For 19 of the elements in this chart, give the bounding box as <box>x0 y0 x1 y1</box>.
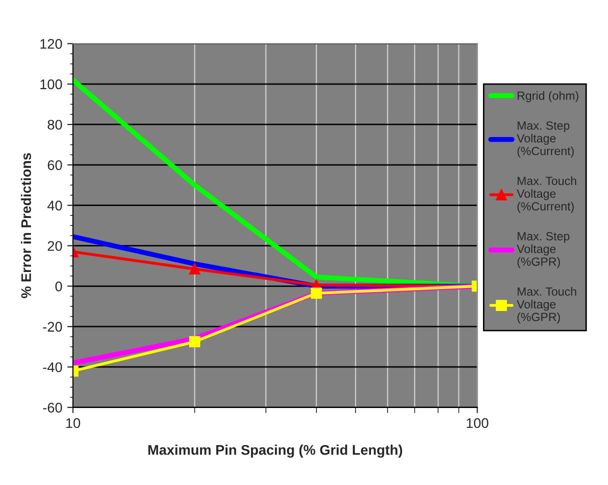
legend-label: Rgrid (ohm) <box>518 91 578 102</box>
y-tick-label: 80 <box>48 120 62 130</box>
x-axis-title: Maximum Pin Spacing (% Grid Length) <box>148 444 402 458</box>
y-tick-label: 120 <box>40 38 62 49</box>
y-tick-label: -20 <box>43 322 62 332</box>
legend-label: Max. Touch Voltage (%GPR) <box>516 287 576 324</box>
y-axis-title: % Error in Predictions <box>20 153 32 298</box>
y-tick-label: -60 <box>43 402 62 413</box>
legend-label: Max. Step Voltage (%GPR) <box>516 232 570 268</box>
x-tick-label: 10 <box>66 418 80 428</box>
y-tick-label: -40 <box>43 362 62 372</box>
y-tick-label: 40 <box>47 200 62 210</box>
legend-label: Max. Step Voltage (%Current) <box>516 121 574 158</box>
y-tick-label: 0 <box>55 281 62 292</box>
y-tick-label: 60 <box>48 160 62 170</box>
y-tick-label: 100 <box>40 79 62 90</box>
legend-label: Max. Touch Voltage (%Current) <box>516 176 576 213</box>
point <box>189 263 200 275</box>
y-tick-label: 20 <box>48 241 62 251</box>
